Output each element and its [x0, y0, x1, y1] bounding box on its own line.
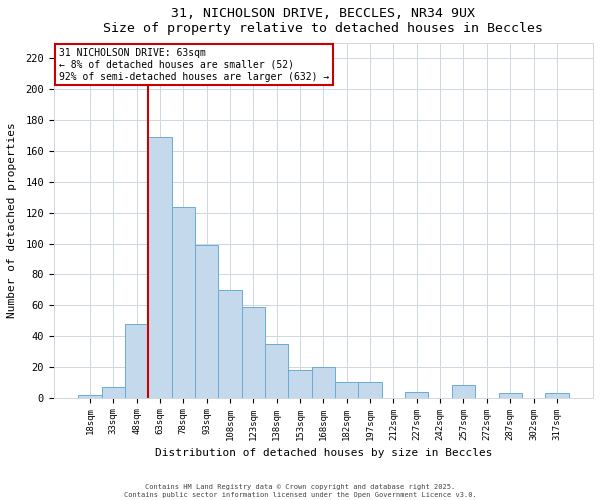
Bar [545, 393, 569, 398]
X-axis label: Distribution of detached houses by size in Beccles: Distribution of detached houses by size … [155, 448, 492, 458]
Bar [148, 137, 172, 398]
Bar [101, 387, 125, 398]
Bar [195, 245, 218, 398]
Bar [125, 324, 148, 398]
Bar [499, 393, 522, 398]
Bar [312, 367, 335, 398]
Bar [172, 206, 195, 398]
Bar [405, 392, 428, 398]
Bar [289, 370, 312, 398]
Bar [358, 382, 382, 398]
Bar [78, 394, 101, 398]
Bar [265, 344, 289, 398]
Text: Contains HM Land Registry data © Crown copyright and database right 2025.
Contai: Contains HM Land Registry data © Crown c… [124, 484, 476, 498]
Bar [218, 290, 242, 398]
Bar [335, 382, 358, 398]
Bar [452, 386, 475, 398]
Bar [242, 307, 265, 398]
Y-axis label: Number of detached properties: Number of detached properties [7, 122, 17, 318]
Text: 31 NICHOLSON DRIVE: 63sqm
← 8% of detached houses are smaller (52)
92% of semi-d: 31 NICHOLSON DRIVE: 63sqm ← 8% of detach… [59, 48, 329, 82]
Title: 31, NICHOLSON DRIVE, BECCLES, NR34 9UX
Size of property relative to detached hou: 31, NICHOLSON DRIVE, BECCLES, NR34 9UX S… [103, 7, 544, 35]
